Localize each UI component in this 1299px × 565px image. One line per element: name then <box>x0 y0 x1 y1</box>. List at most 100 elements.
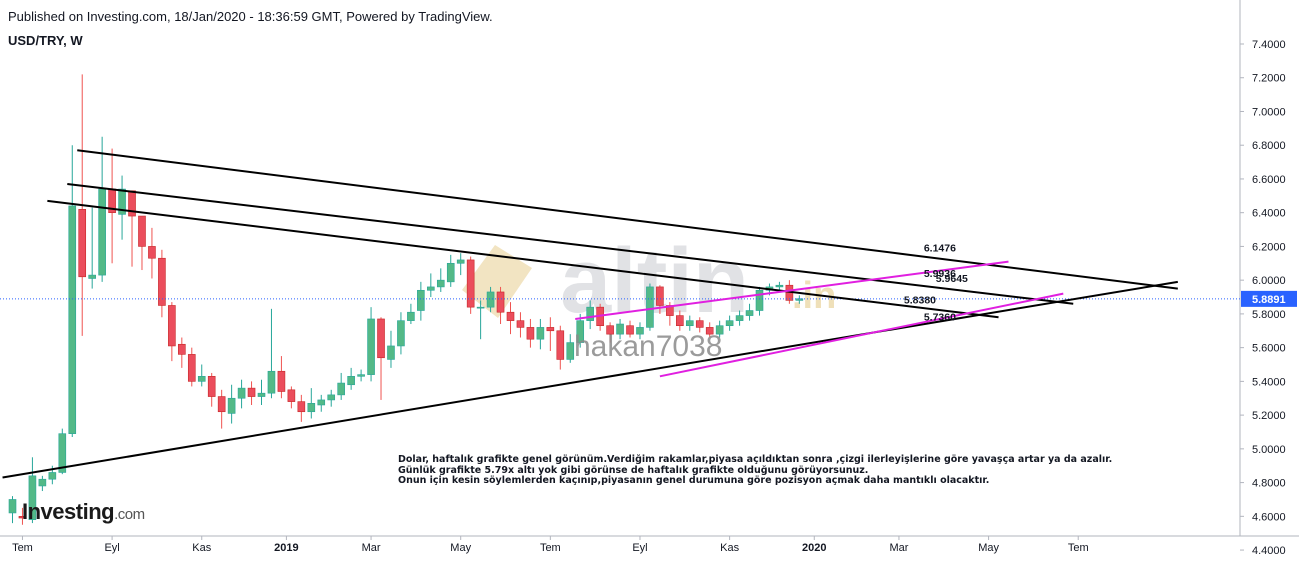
candle[interactable] <box>178 337 186 368</box>
candle[interactable] <box>586 300 594 330</box>
candle[interactable] <box>377 317 385 400</box>
candle[interactable] <box>795 295 804 304</box>
candle[interactable] <box>486 286 495 313</box>
trendline-upper-2[interactable] <box>67 183 1074 305</box>
candle[interactable] <box>347 367 355 390</box>
candle[interactable] <box>705 322 714 338</box>
candle[interactable] <box>735 310 744 326</box>
candle[interactable] <box>546 317 555 352</box>
candle[interactable] <box>456 253 465 276</box>
candle[interactable] <box>566 334 575 363</box>
candle[interactable] <box>108 148 116 264</box>
candle-body <box>456 259 465 264</box>
candle[interactable] <box>656 285 664 314</box>
candle[interactable] <box>357 369 365 382</box>
candle[interactable] <box>8 496 17 524</box>
trendline-upper-1[interactable] <box>77 149 1178 290</box>
trendline-upper-3[interactable] <box>47 199 999 319</box>
candle[interactable] <box>277 356 286 399</box>
candle[interactable] <box>407 303 415 325</box>
candle[interactable] <box>317 394 326 412</box>
candle[interactable] <box>576 313 585 348</box>
candle[interactable] <box>197 364 206 387</box>
candle[interactable] <box>68 145 77 438</box>
candle[interactable] <box>128 190 136 267</box>
candle[interactable] <box>267 308 276 399</box>
candle-body <box>516 320 525 328</box>
annotation-note: Dolar, haftalık grafikte genel görünüm.V… <box>398 454 1112 487</box>
candle[interactable] <box>387 330 395 368</box>
price-tick-label: 6.6000 <box>1252 174 1286 186</box>
candle[interactable] <box>436 268 445 292</box>
candle[interactable] <box>207 372 216 407</box>
channel-line-bottom[interactable] <box>659 292 1064 378</box>
candle[interactable] <box>745 303 754 321</box>
candle[interactable] <box>18 507 27 525</box>
candle[interactable] <box>626 320 634 338</box>
candle[interactable] <box>646 283 654 331</box>
candle[interactable] <box>676 310 684 331</box>
candle[interactable] <box>526 318 535 348</box>
candle[interactable] <box>476 300 485 340</box>
candle-body <box>178 343 186 355</box>
candle[interactable] <box>427 273 435 298</box>
trendline-support[interactable] <box>2 280 1178 479</box>
candle[interactable] <box>397 312 405 355</box>
candle-body <box>317 399 326 406</box>
candle[interactable] <box>227 384 236 424</box>
candle[interactable] <box>187 347 196 387</box>
candle[interactable] <box>725 315 734 331</box>
candlestick-series <box>8 74 804 525</box>
candle[interactable] <box>685 315 694 331</box>
candle[interactable] <box>98 136 106 282</box>
candle[interactable] <box>38 475 47 492</box>
candle[interactable] <box>337 372 345 400</box>
candle[interactable] <box>496 286 505 325</box>
candle[interactable] <box>118 175 126 240</box>
candle[interactable] <box>367 307 375 382</box>
candle-body <box>257 392 266 397</box>
investing-logo: Investing.com <box>22 499 145 525</box>
candle-body <box>417 289 425 311</box>
candle[interactable] <box>506 302 515 335</box>
candle[interactable] <box>327 389 336 407</box>
candle-body <box>616 323 624 335</box>
candle[interactable] <box>58 428 67 475</box>
candle-body <box>68 205 77 434</box>
candle-body <box>586 306 594 321</box>
candle-body <box>427 286 435 291</box>
candle[interactable] <box>297 394 306 422</box>
candle[interactable] <box>247 381 256 405</box>
candle[interactable] <box>168 302 176 362</box>
candle[interactable] <box>237 379 246 409</box>
candle-body <box>646 286 654 328</box>
candle[interactable] <box>755 286 764 316</box>
candle[interactable] <box>616 318 624 340</box>
candle[interactable] <box>307 388 316 419</box>
candle[interactable] <box>466 256 475 314</box>
candle[interactable] <box>158 249 166 318</box>
channel-line-top[interactable] <box>575 260 1009 320</box>
candle[interactable] <box>636 322 644 340</box>
candle-body <box>466 259 475 308</box>
time-tick-label: Tem <box>1068 542 1089 554</box>
candle[interactable] <box>257 379 266 405</box>
candle[interactable] <box>417 281 425 321</box>
candle[interactable] <box>138 215 146 271</box>
candle[interactable] <box>148 227 156 279</box>
candle[interactable] <box>88 207 96 289</box>
candle[interactable] <box>446 254 455 287</box>
candle[interactable] <box>217 389 226 429</box>
time-tick-label: Eyl <box>632 542 647 554</box>
candle[interactable] <box>556 325 565 370</box>
candle[interactable] <box>287 386 296 409</box>
candle[interactable] <box>28 457 37 524</box>
candle[interactable] <box>606 322 614 343</box>
candle[interactable] <box>516 312 525 338</box>
candle-body <box>436 279 445 288</box>
candle[interactable] <box>715 320 724 338</box>
candle[interactable] <box>536 318 545 350</box>
candle[interactable] <box>695 317 704 333</box>
